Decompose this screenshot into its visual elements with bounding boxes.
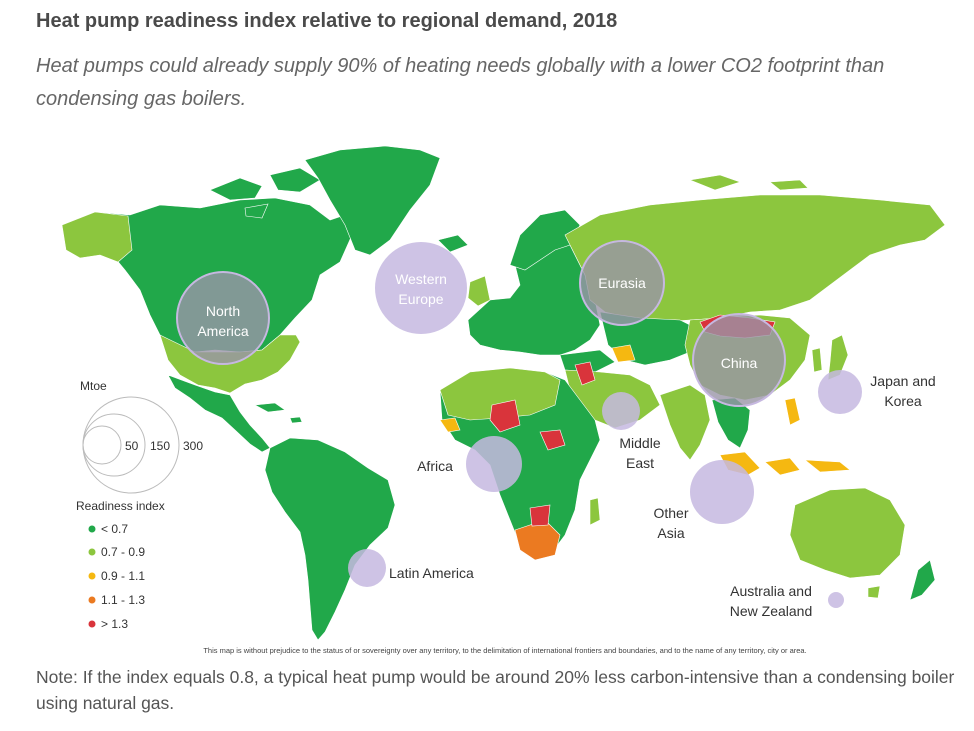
land-india (659, 384, 711, 461)
land-alaska (61, 211, 133, 263)
demand-bubbles (176, 240, 862, 608)
world-map: North America Western Europe Eurasia Chi… (61, 145, 946, 641)
map-title: Heat pump readiness index relative to re… (36, 10, 618, 32)
label-latin-america: Latin America (389, 565, 474, 581)
legend-dot-lt07 (88, 525, 96, 533)
label-middle-east: Middle (619, 435, 660, 451)
label-japan-korea-2: Korea (884, 393, 922, 409)
legend-dot-1113 (88, 596, 96, 604)
land-philippines (784, 397, 801, 426)
label-western-europe-2: Europe (398, 291, 443, 307)
legend-size-300: 300 (183, 439, 203, 453)
legend-size-150: 150 (150, 439, 170, 453)
land-korea (811, 347, 823, 373)
region-labels: North America Western Europe Eurasia Chi… (197, 271, 935, 619)
map-note: Note: If the index equals 0.8, a typical… (36, 667, 955, 713)
land-masses (61, 145, 946, 641)
label-australia-nz: Australia and (730, 583, 812, 599)
land-australia (789, 487, 906, 579)
land-botswana-red (529, 504, 551, 527)
land-turkey (559, 349, 616, 373)
land-caucasus-yellow (611, 344, 636, 363)
label-middle-east-2: East (626, 455, 654, 471)
bubble-eurasia (579, 240, 665, 326)
land-indonesia (719, 451, 851, 476)
legend-label-0911: 0.9 - 1.1 (101, 569, 145, 583)
land-arctic-islands (209, 167, 321, 219)
map-disclaimer: This map is without prejudice to the sta… (203, 646, 807, 655)
land-mexico (167, 374, 271, 453)
bubble-latin-america (348, 549, 386, 587)
legend-dot-0709 (88, 548, 96, 556)
bubble-north-america (176, 271, 270, 365)
land-madagascar (589, 497, 601, 526)
land-west-africa (439, 417, 461, 433)
label-other-asia: Other (653, 505, 688, 521)
legend-circle-50 (82, 425, 122, 465)
land-caribbean (253, 402, 303, 424)
bubble-china (692, 313, 786, 407)
land-new-zealand (909, 559, 936, 601)
bubble-other-asia (690, 460, 754, 524)
legend-label-gt13: > 1.3 (101, 617, 128, 631)
label-japan-korea: Japan and (870, 373, 935, 389)
land-sahel-red (489, 399, 521, 433)
legend-size-50: 50 (125, 439, 139, 453)
land-greenland (304, 145, 441, 256)
legend-dot-gt13 (88, 620, 96, 628)
legend-index: Readiness index < 0.7 0.7 - 0.9 0.9 - 1.… (76, 499, 165, 631)
land-tasmania (867, 585, 881, 599)
legend-label-1113: 1.1 - 1.3 (101, 593, 145, 607)
bubble-middle-east (602, 392, 640, 430)
legend-label-0709: 0.7 - 0.9 (101, 545, 145, 559)
legend-dot-0911 (88, 572, 96, 580)
land-uk (467, 275, 491, 307)
land-north-africa (439, 367, 561, 421)
land-iran-red (574, 361, 596, 386)
legend-size: Mtoe 50 150 300 (80, 379, 203, 494)
legend-size-title: Mtoe (80, 379, 107, 393)
bubble-western-europe (375, 242, 467, 334)
land-russia-islands (688, 174, 809, 191)
label-western-europe: Western (395, 271, 447, 287)
label-north-america: North (206, 303, 240, 319)
legend-index-title: Readiness index (76, 499, 165, 513)
map-subtitle: Heat pumps could already supply 90% of h… (36, 55, 885, 110)
label-africa: Africa (417, 458, 453, 474)
land-iceland (437, 234, 469, 253)
land-sudan-red (539, 429, 566, 451)
bubble-japan-korea (818, 370, 862, 414)
label-china: China (721, 355, 758, 371)
legend-label-lt07: < 0.7 (101, 522, 128, 536)
bubble-africa (466, 436, 522, 492)
label-eurasia: Eurasia (598, 275, 646, 291)
bubble-australia-nz (828, 592, 844, 608)
label-other-asia-2: Asia (657, 525, 684, 541)
land-south-america (264, 437, 396, 641)
label-australia-nz-2: New Zealand (730, 603, 813, 619)
label-north-america-2: America (197, 323, 249, 339)
